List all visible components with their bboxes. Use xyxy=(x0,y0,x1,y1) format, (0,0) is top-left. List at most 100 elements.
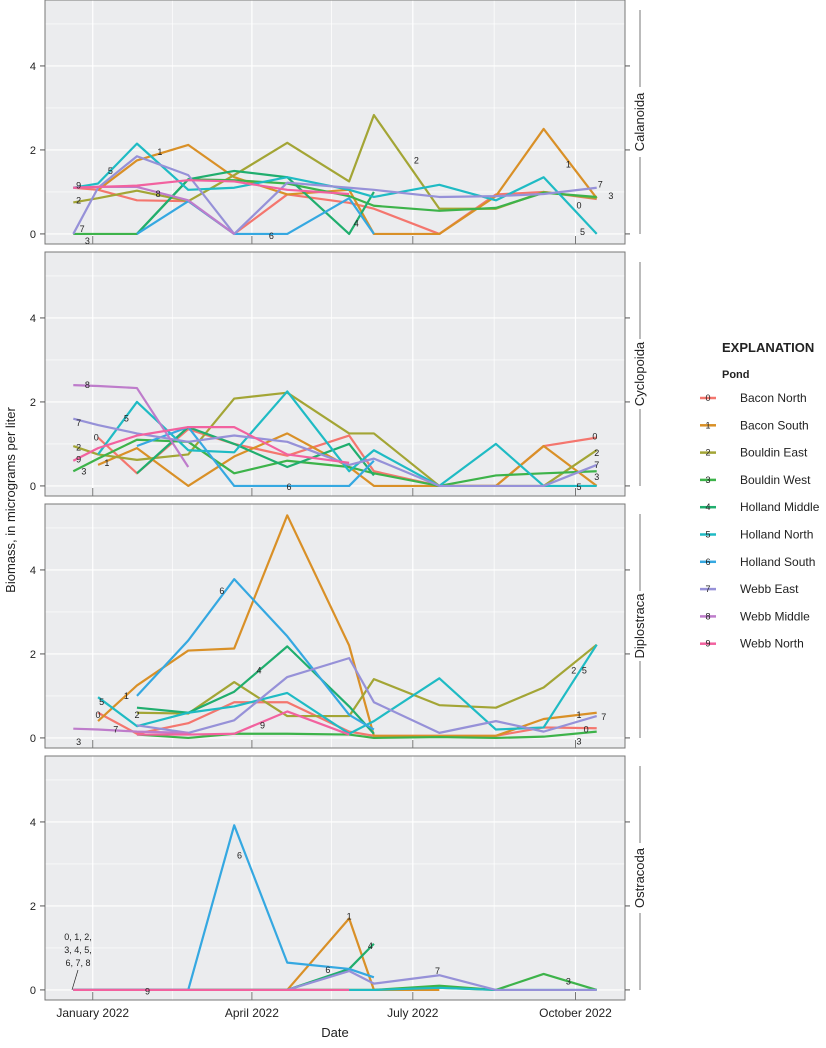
x-axis-label: Date xyxy=(321,1025,348,1040)
y-tick-label: 2 xyxy=(30,145,36,157)
series-id-label: 9 xyxy=(260,720,265,730)
series-id-label: 0 xyxy=(96,710,101,720)
series-id-label: 7 xyxy=(601,712,606,722)
series-id-label: 2 xyxy=(414,155,419,165)
series-id-label: 1 xyxy=(577,710,582,720)
legend-id: 5 xyxy=(705,530,710,540)
series-id-label: 2 xyxy=(134,710,139,720)
series-line-holland-middle xyxy=(136,645,375,735)
annotation-text: 6, 7, 8 xyxy=(65,958,90,968)
series-id-label: 7 xyxy=(598,179,603,189)
series-id-label: 9 xyxy=(76,181,81,191)
series-id-label: 3 xyxy=(594,472,599,482)
panel-strip-label: Calanoida xyxy=(632,92,647,151)
legend-label: Holland South xyxy=(740,555,815,569)
series-id-label: 7 xyxy=(113,725,118,735)
y-tick-label: 4 xyxy=(30,565,36,577)
legend-id: 9 xyxy=(705,639,710,649)
series-id-label: 1 xyxy=(157,147,162,157)
series-id-label: 3 xyxy=(81,466,86,476)
legend-item-bouldin-west: 3 Bouldin West xyxy=(700,473,811,487)
series-line-holland-middle xyxy=(136,426,375,477)
y-tick-label: 2 xyxy=(30,901,36,913)
series-line-bouldin-east xyxy=(136,643,598,718)
series-id-label: 1 xyxy=(566,160,571,170)
legend-subtitle: Pond xyxy=(722,369,750,381)
series-line-bacon-north xyxy=(97,701,597,737)
legend-label: Webb East xyxy=(740,582,799,596)
panel-background xyxy=(45,756,625,1000)
series-id-label: 7 xyxy=(76,418,81,428)
series-id-label: 3 xyxy=(85,236,90,246)
annotation-text: 0, 1, 2, xyxy=(64,932,92,942)
x-tick-label: April 2022 xyxy=(225,1006,279,1020)
y-tick-label: 0 xyxy=(30,481,36,493)
series-id-label: 1 xyxy=(104,458,109,468)
series-id-label: 8 xyxy=(85,380,90,390)
series-id-label: 7 xyxy=(594,460,599,470)
series-id-label: 4 xyxy=(368,941,373,951)
legend-label: Bouldin East xyxy=(740,446,808,460)
legend-label: Bacon North xyxy=(740,391,807,405)
series-line-holland-south xyxy=(136,426,375,488)
strip-gap xyxy=(635,843,645,913)
series-line-webb-middle xyxy=(73,384,190,468)
series-line-holland-south xyxy=(136,197,375,236)
legend-item-holland-south: 6 Holland South xyxy=(700,555,815,569)
y-tick-label: 2 xyxy=(30,397,36,409)
y-tick-label: 4 xyxy=(30,313,36,325)
series-id-label: 1 xyxy=(124,691,129,701)
legend-label: Webb North xyxy=(740,637,804,651)
series-id-label: 3 xyxy=(608,191,613,201)
strip-gap xyxy=(635,87,645,157)
series-line-holland-south xyxy=(136,578,375,731)
series-line-holland-middle xyxy=(136,169,375,236)
series-line-webb-east xyxy=(73,417,598,488)
panel-strip-label: Ostracoda xyxy=(632,847,647,908)
legend-id: 7 xyxy=(705,584,710,594)
panel-ostracoda: 0 2 4 Ostracoda 6 1 4 6 7 3 9 0, 1, 2, 3, 4, 5, 6, 7,… xyxy=(30,755,647,1001)
series-line-webb-east xyxy=(72,155,597,236)
series-line-webb-north xyxy=(72,426,350,464)
panel-background xyxy=(45,252,625,496)
y-tick-label: 4 xyxy=(30,817,36,829)
series-id-label: 7 xyxy=(80,224,85,234)
series-line-bacon-south xyxy=(97,514,597,737)
series-id-label: 6 xyxy=(237,851,242,861)
legend-label: Holland Middle xyxy=(740,500,820,514)
series-id-label: 0 xyxy=(577,200,582,210)
series-id-label: 5 xyxy=(582,666,587,676)
series-id-label: 4 xyxy=(354,218,359,228)
series-id-label: 8 xyxy=(156,189,161,199)
series-id-label: 0 xyxy=(592,431,597,441)
series-id-label: 2 xyxy=(594,448,599,458)
legend-item-webb-middle: 8 Webb Middle xyxy=(700,609,810,623)
legend-item-webb-east: 7 Webb East xyxy=(700,582,799,596)
panel-background xyxy=(45,504,625,748)
legend-label: Webb Middle xyxy=(740,609,810,623)
series-id-label: 5 xyxy=(580,227,585,237)
legend-item-holland-north: 5 Holland North xyxy=(700,528,813,542)
series-id-label: 5 xyxy=(124,414,129,424)
panel-cyclopoida: 0 2 4 Cyclopoida 8 7 0 5 2 9 1 3 6 0 2 7 3 5 xyxy=(30,251,647,497)
strip-gap xyxy=(635,339,645,409)
series-line-bouldin-west xyxy=(72,438,597,488)
legend-id: 8 xyxy=(705,611,710,621)
series-id-label: 3 xyxy=(76,737,81,747)
annotation-text: 3, 4, 5, xyxy=(64,945,92,955)
legend-id: 0 xyxy=(705,393,710,403)
series-id-label: 6 xyxy=(219,586,224,596)
legend-item-bouldin-east: 2 Bouldin East xyxy=(700,446,808,460)
series-id-label: 2 xyxy=(76,442,81,452)
panel-border xyxy=(44,0,626,245)
series-id-label: 9 xyxy=(145,987,150,997)
y-tick-label: 4 xyxy=(30,61,36,73)
series-id-label: 6 xyxy=(287,482,292,492)
x-tick-label: July 2022 xyxy=(387,1006,439,1020)
panel-strip-label: Diplostraca xyxy=(632,593,647,659)
series-line-webb-east xyxy=(136,657,598,734)
series-id-label: 5 xyxy=(108,166,113,176)
